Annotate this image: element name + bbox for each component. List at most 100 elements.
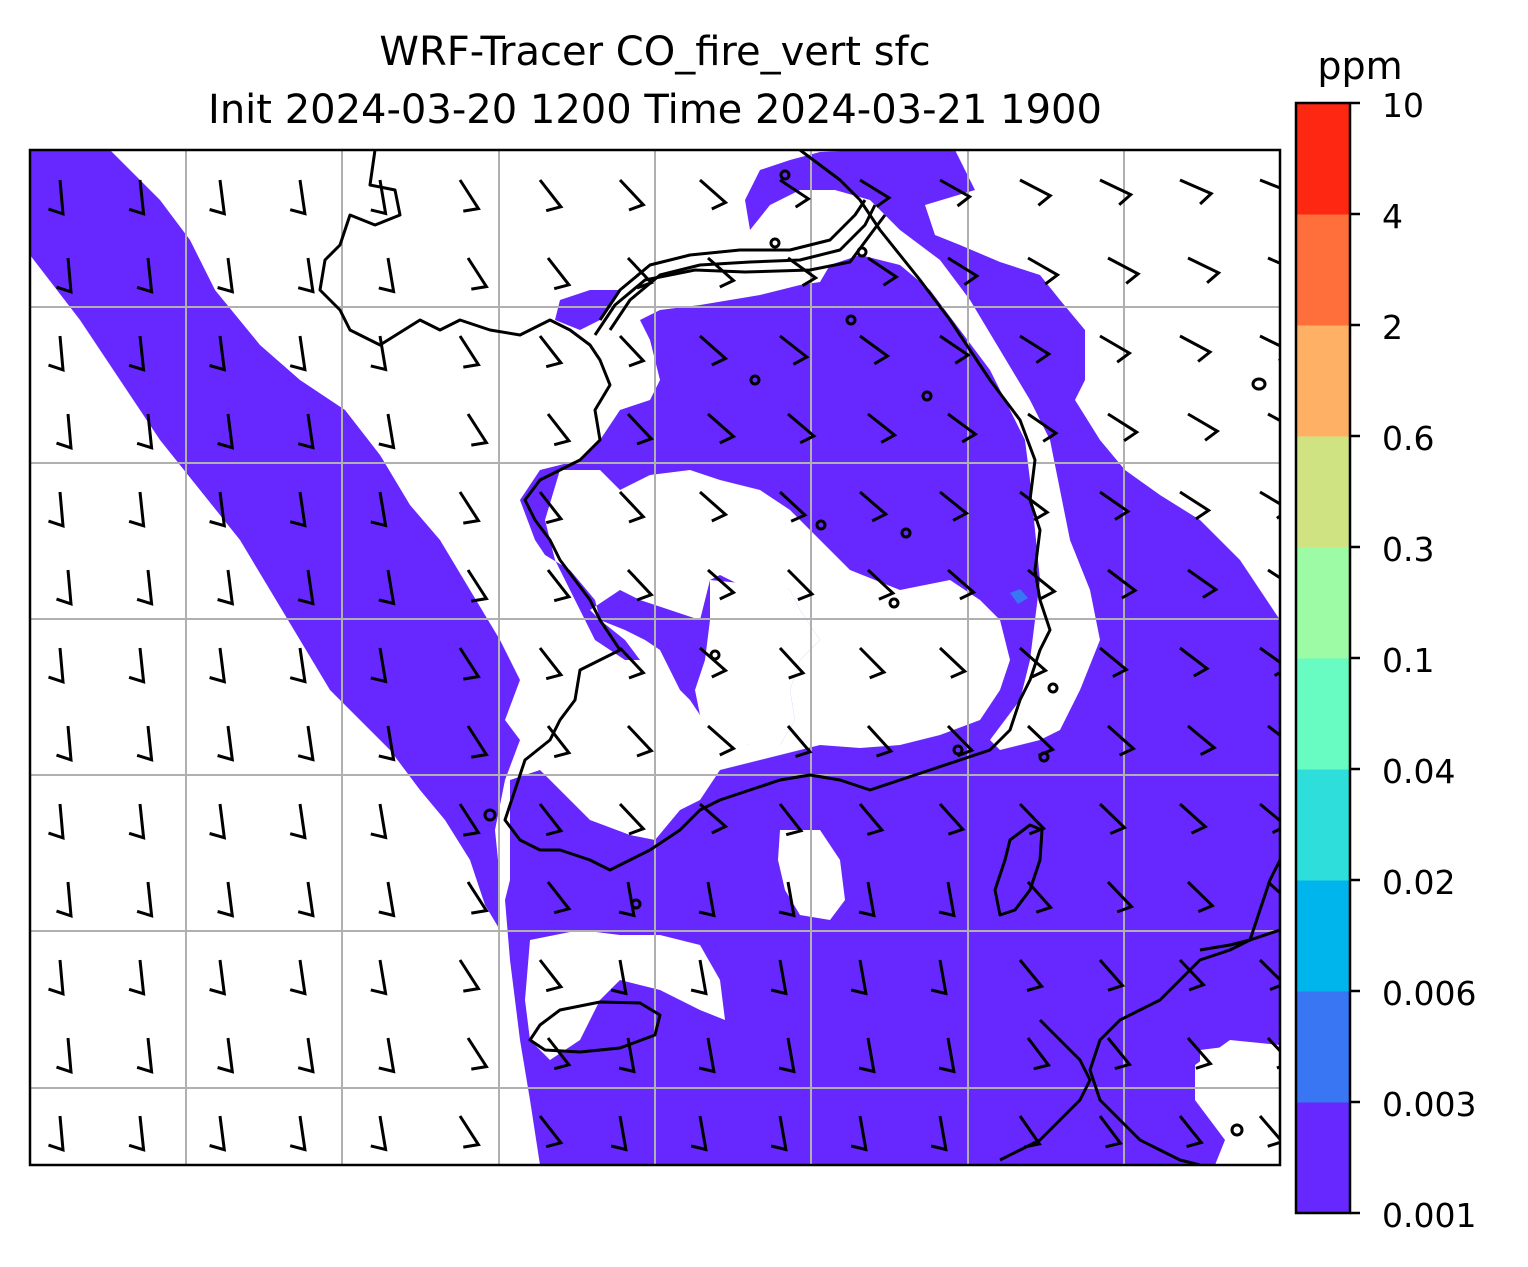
- wind-barb: [128, 647, 146, 684]
- wind-barb: [546, 413, 572, 447]
- wind-barb: [56, 413, 73, 451]
- wind-barb: [1178, 802, 1208, 835]
- wind-barb: [1027, 412, 1059, 443]
- wind-barb: [378, 725, 396, 762]
- wind-barb: [1266, 880, 1280, 913]
- wind-barb: [858, 881, 876, 918]
- wind-barb: [1018, 1115, 1042, 1149]
- island-ring-12: [952, 744, 964, 756]
- wind-barb: [48, 803, 65, 841]
- wind-barb: [128, 803, 146, 840]
- wind-barb: [787, 256, 819, 287]
- wind-barb: [128, 491, 146, 528]
- wind-barb: [1099, 334, 1133, 364]
- wind-barb: [1266, 1036, 1280, 1070]
- colorbar-unit-label: ppm: [1317, 44, 1403, 88]
- wind-barb: [1027, 568, 1058, 600]
- wind-barb: [136, 413, 154, 450]
- wind-barb: [1179, 646, 1210, 678]
- wind-barb: [946, 724, 975, 758]
- wind-barb: [1178, 1115, 1204, 1149]
- wind-barb: [458, 647, 481, 681]
- wind-barb: [56, 1037, 73, 1075]
- wind-barb: [786, 725, 813, 758]
- wind-barb: [217, 1037, 235, 1074]
- wind-barb: [1019, 178, 1053, 207]
- wind-barb: [56, 725, 73, 763]
- wind-barb: [1098, 959, 1126, 992]
- wind-barb: [618, 1037, 636, 1074]
- wind-barb: [866, 724, 894, 758]
- wind-barb: [538, 491, 564, 525]
- coastline-north-channel: [598, 199, 867, 321]
- tracer-plume-north-patch: [555, 290, 620, 330]
- wind-barb: [538, 335, 564, 369]
- wind-barb: [707, 412, 737, 445]
- wind-barb: [297, 1037, 315, 1074]
- colorbar-segment-7: [1296, 325, 1350, 437]
- colorbar-segment-8: [1296, 214, 1350, 326]
- wind-barb: [56, 569, 73, 607]
- wind-barb: [618, 802, 646, 836]
- wind-barb: [867, 412, 898, 444]
- wind-barb: [297, 413, 315, 450]
- clear-patch-central: [695, 580, 820, 745]
- wind-barb: [618, 178, 646, 212]
- colorbar-tick-label-0.006: 0.006: [1382, 974, 1477, 1013]
- tracer-plume-layer: [30, 150, 1280, 1165]
- wind-barb: [859, 490, 889, 523]
- coastline-east-island: [1088, 859, 1280, 1165]
- wind-barb: [538, 1115, 564, 1149]
- wind-barb: [546, 881, 572, 915]
- wind-barb: [289, 803, 307, 840]
- wind-barb: [850, 1115, 868, 1152]
- wind-barb: [1179, 334, 1213, 363]
- wind-barb: [297, 569, 315, 606]
- wind-barb: [947, 412, 979, 444]
- island-ring-9: [888, 597, 900, 609]
- colorbar-segment-3: [1296, 769, 1350, 881]
- wind-barb: [1107, 412, 1140, 443]
- wind-barb: [1107, 568, 1138, 600]
- wind-barb: [626, 256, 654, 290]
- wind-barb: [297, 881, 315, 918]
- wind-barb: [217, 569, 235, 606]
- wind-barb: [48, 491, 65, 529]
- wind-barb: [859, 334, 891, 366]
- wind-barb: [378, 881, 396, 918]
- wind-barb: [1018, 802, 1047, 836]
- coastline-tsushima: [993, 823, 1044, 917]
- wind-barb: [136, 725, 154, 762]
- wind-barb: [778, 490, 808, 523]
- island-ring-5: [749, 374, 761, 386]
- colorbar: [1294, 101, 1360, 1215]
- wind-barb: [1187, 412, 1221, 442]
- island-ring-17: [1251, 377, 1267, 391]
- wind-barb: [136, 1037, 154, 1074]
- wind-barb: [128, 179, 146, 216]
- wind-barb: [690, 959, 708, 996]
- wind-barb: [938, 1037, 956, 1074]
- wind-barb: [1259, 178, 1280, 203]
- wind-barb: [1259, 490, 1280, 520]
- wind-barb: [546, 1037, 572, 1071]
- wind-barb: [370, 959, 388, 996]
- island-ring-3: [856, 246, 868, 258]
- wind-barb: [1098, 802, 1128, 835]
- wind-barb: [1267, 412, 1280, 423]
- wind-barb: [618, 646, 646, 680]
- wind-barb: [690, 1115, 708, 1152]
- wind-barb: [370, 1115, 388, 1152]
- wind-barb: [48, 959, 65, 997]
- colorbar-tick-label-2: 2: [1382, 308, 1403, 347]
- colorbar-tick-label-0.04: 0.04: [1382, 752, 1456, 791]
- wind-barb: [209, 959, 227, 996]
- wind-barb: [1106, 880, 1135, 914]
- island-ring-8: [900, 527, 912, 539]
- coastline-north-channel-inner: [608, 204, 877, 331]
- map-title-line2: Init 2024-03-20 1200 Time 2024-03-21 190…: [208, 87, 1102, 133]
- wind-barb: [209, 179, 227, 216]
- wind-barb: [48, 335, 65, 373]
- wind-barb: [707, 724, 737, 757]
- wind-barb: [458, 335, 481, 369]
